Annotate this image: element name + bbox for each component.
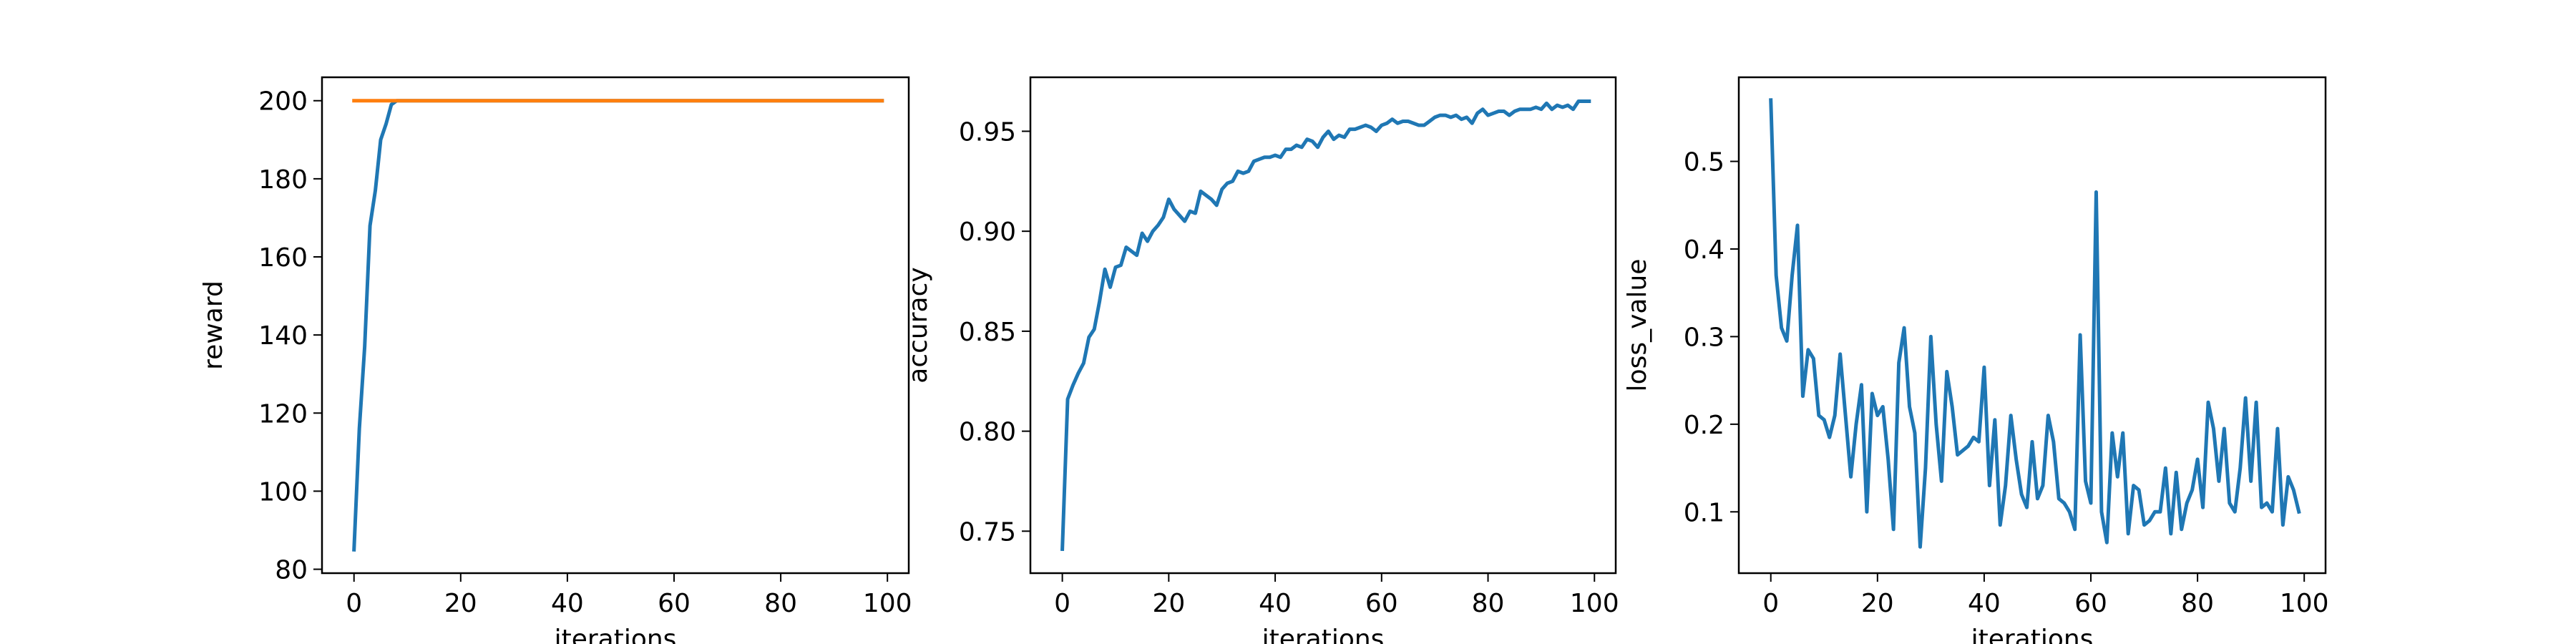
x-tick-label: 20 (444, 589, 477, 618)
x-tick-label: 40 (1259, 589, 1292, 618)
y-tick-label: 0.75 (959, 517, 1016, 547)
subplot-accuracy: 0 20 40 60 80 100 0.75 0.80 0.85 0.90 0.95 iteratio… (904, 76, 1619, 644)
y-axis-label: loss_value (1623, 259, 1652, 392)
x-tick-label: 40 (551, 589, 584, 618)
y-axis-label: accuracy (904, 267, 933, 383)
y-tick-label: 0.1 (1684, 498, 1724, 527)
x-axis-label: iterations (555, 625, 677, 644)
x-tick-label: 60 (658, 589, 691, 618)
y-tick-label: 180 (258, 165, 308, 195)
axes-frame (1737, 76, 2327, 575)
subplots: 0 20 40 60 80 10080100120140160180200iteratio… (199, 76, 2329, 644)
x-tick-label: 100 (2280, 589, 2329, 618)
y-tick-label: 0.95 (959, 117, 1016, 147)
y-tick-label: 0.2 (1684, 411, 1724, 440)
x-tick-label: 80 (1472, 589, 1505, 618)
subplot-reward: 0 20 40 60 80 100 80 100 120 140 160 180 200 iteratio… (199, 76, 912, 644)
y-tick-label: 140 (258, 321, 308, 351)
x-tick-label: 40 (1968, 589, 2001, 618)
x-tick-label: 20 (1152, 589, 1185, 618)
subplot-loss_value: 0 20 40 60 80 100 0.1 0.2 0.3 0.4 0.5 iterations los… (1623, 76, 2329, 644)
x-axis-label: iterations (1971, 625, 2094, 644)
y-tick-label: 0.3 (1684, 323, 1724, 352)
y-tick-label: 0.90 (959, 218, 1016, 247)
y-tick-label: 0.4 (1684, 235, 1724, 265)
axes-frame (1029, 76, 1617, 575)
x-tick-label: 100 (1570, 589, 1619, 618)
y-tick-label: 0.80 (959, 418, 1016, 447)
y-tick-label: 100 (258, 477, 308, 507)
x-axis-label: iterations (1262, 625, 1385, 644)
axes-frame (321, 76, 910, 575)
series-line-1 (1060, 99, 1591, 552)
series-line-1 (1769, 98, 2301, 549)
x-tick-label: 0 (1762, 589, 1779, 618)
y-tick-label: 120 (258, 399, 308, 429)
x-tick-label: 60 (1365, 589, 1398, 618)
y-tick-label: 160 (258, 243, 308, 273)
y-tick-label: 0.85 (959, 318, 1016, 347)
x-tick-label: 100 (863, 589, 912, 618)
x-tick-label: 80 (764, 589, 797, 618)
x-tick-label: 0 (346, 589, 362, 618)
x-tick-label: 20 (1861, 589, 1894, 618)
x-tick-label: 0 (1054, 589, 1070, 618)
x-tick-label: 80 (2181, 589, 2214, 618)
y-axis-label: reward (199, 280, 228, 370)
y-tick-label: 200 (258, 87, 308, 117)
y-tick-label: 80 (275, 556, 308, 585)
x-tick-label: 60 (2074, 589, 2107, 618)
y-tick-label: 0.5 (1684, 148, 1724, 177)
